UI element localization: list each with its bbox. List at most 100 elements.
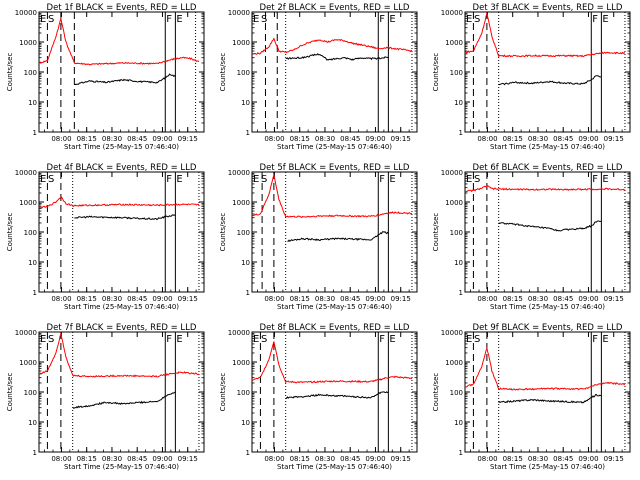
y-axis-label: Counts/sec: [6, 53, 14, 92]
x-tick-label: 08:00: [51, 455, 71, 463]
x-tick-label: 09:15: [178, 295, 198, 303]
x-tick-label: 08:45: [553, 455, 573, 463]
flag-label-left: S: [474, 14, 480, 25]
plot-title: Det 6f BLACK = Events, RED = LLD: [473, 163, 623, 173]
x-tick-label: 08:30: [528, 135, 548, 143]
x-tick-label: 08:30: [315, 135, 335, 143]
flag-label-right: F: [379, 14, 385, 25]
y-tick-label: 1: [246, 449, 250, 457]
x-tick-label: 08:45: [340, 295, 360, 303]
y-tick-label: 1: [459, 289, 463, 297]
flag-label-right: F: [379, 334, 385, 345]
x-tick-label: 09:00: [152, 135, 172, 143]
y-tick-label: 100: [450, 229, 463, 237]
y-tick-label: 10000: [441, 9, 463, 17]
plot-frame: [464, 331, 631, 453]
y-tick-label: 10000: [228, 9, 250, 17]
x-tick-label: 08:00: [51, 135, 71, 143]
y-tick-label: 10000: [228, 169, 250, 177]
y-tick-label: 10: [454, 259, 463, 267]
flag-label-left: E: [40, 174, 46, 185]
y-tick-label: 1: [246, 289, 250, 297]
y-tick-label: 100: [237, 389, 250, 397]
events-series-line: [287, 231, 389, 243]
flag-label-left: S: [48, 14, 54, 25]
x-tick-label: 08:00: [477, 295, 497, 303]
x-axis-label: Start Time (25-May-15 07:46:40): [64, 143, 179, 151]
detector-panel: Det 9f BLACK = Events, RED = LLD 1 10 100 10…: [432, 323, 631, 471]
y-tick-label: 1000: [232, 359, 250, 367]
detector-panel: Det 5f BLACK = Events, RED = LLD 1 10 100 10…: [219, 163, 418, 311]
y-axis-label: Counts/sec: [219, 213, 227, 252]
plot-frame: [251, 331, 418, 453]
x-axis-label: Start Time (25-May-15 07:46:40): [277, 303, 392, 311]
x-tick-label: 08:15: [503, 295, 523, 303]
plot-frame: [38, 171, 205, 293]
x-tick-label: 08:15: [503, 455, 523, 463]
lld-series-line: [464, 11, 626, 58]
flag-label-right: E: [602, 174, 608, 185]
y-tick-label: 10000: [15, 329, 37, 337]
flag-label-left: E: [253, 334, 259, 345]
lld-series-line: [251, 341, 413, 384]
y-tick-label: 100: [24, 389, 37, 397]
x-tick-label: 09:00: [365, 455, 385, 463]
x-tick-label: 08:45: [127, 295, 147, 303]
x-tick-label: 09:15: [391, 455, 411, 463]
plot-title: Det 1f BLACK = Events, RED = LLD: [47, 3, 197, 13]
detector-panel: Det 3f BLACK = Events, RED = LLD 1 10 100 10…: [432, 3, 631, 151]
x-tick-label: 08:00: [264, 295, 284, 303]
x-tick-label: 08:15: [77, 295, 97, 303]
x-tick-label: 08:15: [290, 455, 310, 463]
flag-label-right: F: [166, 14, 172, 25]
flag-label-left: S: [261, 14, 267, 25]
flag-label-right: E: [176, 174, 182, 185]
lld-series-line: [38, 196, 200, 209]
flag-label-right: F: [592, 174, 598, 185]
x-tick-label: 08:15: [290, 295, 310, 303]
x-tick-label: 08:30: [102, 135, 122, 143]
x-tick-label: 08:45: [340, 455, 360, 463]
x-axis-label: Start Time (25-May-15 07:46:40): [490, 463, 605, 471]
plot-title: Det 8f BLACK = Events, RED = LLD: [260, 323, 410, 333]
x-tick-label: 08:45: [553, 135, 573, 143]
x-tick-label: 09:15: [391, 295, 411, 303]
lld-series-line: [464, 346, 626, 391]
x-tick-label: 09:00: [578, 455, 598, 463]
plot-title: Det 5f BLACK = Events, RED = LLD: [260, 163, 410, 173]
flag-label-right: F: [379, 174, 385, 185]
y-tick-label: 10000: [228, 329, 250, 337]
flag-label-right: E: [176, 334, 182, 345]
flag-label-left: E: [253, 14, 259, 25]
x-tick-label: 08:00: [477, 455, 497, 463]
x-tick-label: 08:30: [315, 295, 335, 303]
events-series-line: [285, 391, 389, 399]
plot-title: Det 2f BLACK = Events, RED = LLD: [260, 3, 410, 13]
flag-label-right: F: [166, 334, 172, 345]
y-tick-label: 1000: [19, 199, 37, 207]
x-tick-label: 09:15: [604, 135, 624, 143]
x-tick-label: 08:30: [315, 455, 335, 463]
flag-label-right: F: [592, 14, 598, 25]
detector-panel: Det 4f BLACK = Events, RED = LLD 1 10 100 10…: [6, 163, 205, 311]
x-tick-label: 08:45: [127, 135, 147, 143]
x-axis-label: Start Time (25-May-15 07:46:40): [277, 143, 392, 151]
y-tick-label: 10000: [15, 169, 37, 177]
y-axis-label: Counts/sec: [432, 53, 440, 92]
y-tick-label: 100: [237, 69, 250, 77]
x-tick-label: 09:15: [604, 295, 624, 303]
y-tick-label: 1000: [232, 39, 250, 47]
plot-title: Det 7f BLACK = Events, RED = LLD: [47, 323, 197, 333]
flag-label-left: E: [466, 334, 472, 345]
x-tick-label: 09:15: [178, 135, 198, 143]
detector-panel: Det 2f BLACK = Events, RED = LLD 1 10 100 10…: [219, 3, 418, 151]
flag-label-left: E: [40, 334, 46, 345]
y-tick-label: 100: [450, 389, 463, 397]
y-tick-label: 1: [33, 449, 37, 457]
events-series-line: [74, 73, 176, 86]
flag-label-left: E: [466, 174, 472, 185]
y-tick-label: 100: [450, 69, 463, 77]
flag-label-left: S: [474, 174, 480, 185]
